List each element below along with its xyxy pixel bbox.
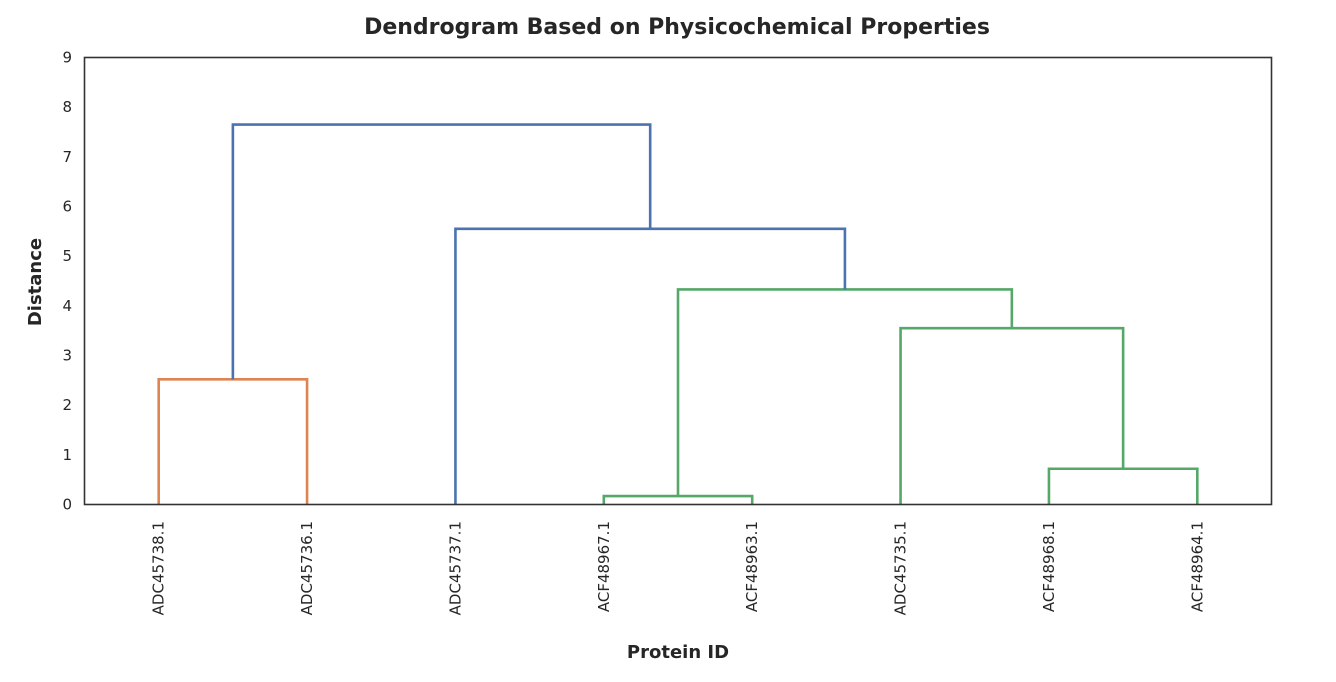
y-tick-label: 9 — [62, 49, 72, 67]
chart-title: Dendrogram Based on Physicochemical Prop… — [364, 15, 990, 40]
dendrogram-link-5 — [676, 288, 1014, 497]
y-tick-label: 0 — [62, 496, 72, 514]
x-ticks: ADC45738.1 ADC45736.1 ADC45737.1 ACF48967.1… — [150, 521, 1207, 615]
dendrogram-link-6 — [454, 227, 847, 505]
dendrogram-link-7 — [231, 123, 652, 380]
y-tick-label: 5 — [62, 247, 72, 265]
x-tick-label: ACF48963.1 — [743, 521, 761, 612]
y-tick-label: 2 — [62, 396, 72, 414]
x-tick-label: ADC45735.1 — [892, 521, 910, 615]
dendrogram-link-2 — [1047, 467, 1199, 505]
y-tick-label: 1 — [62, 446, 72, 464]
dendrogram-link-1 — [602, 494, 754, 505]
x-tick-label: ADC45738.1 — [150, 521, 168, 615]
y-axis-label: Distance — [25, 238, 46, 326]
y-tick-label: 8 — [62, 98, 72, 116]
y-tick-label: 4 — [62, 297, 72, 315]
dendrogram-link-4 — [899, 326, 1125, 505]
y-ticks: 0 1 2 3 4 5 6 7 8 9 — [62, 49, 72, 514]
y-tick-label: 3 — [62, 347, 72, 365]
x-tick-label: ADC45737.1 — [446, 521, 464, 615]
x-tick-label: ACF48967.1 — [595, 521, 613, 612]
y-tick-label: 6 — [62, 198, 72, 216]
y-tick-label: 7 — [62, 148, 72, 166]
links-layer — [157, 123, 1199, 505]
x-tick-label: ACF48968.1 — [1040, 521, 1058, 612]
x-tick-label: ADC45736.1 — [298, 521, 316, 615]
dendrogram-link-3 — [157, 378, 309, 505]
plot-frame — [83, 56, 1273, 506]
x-tick-label: ACF48964.1 — [1188, 521, 1206, 612]
x-axis-label: Protein ID — [627, 642, 729, 663]
